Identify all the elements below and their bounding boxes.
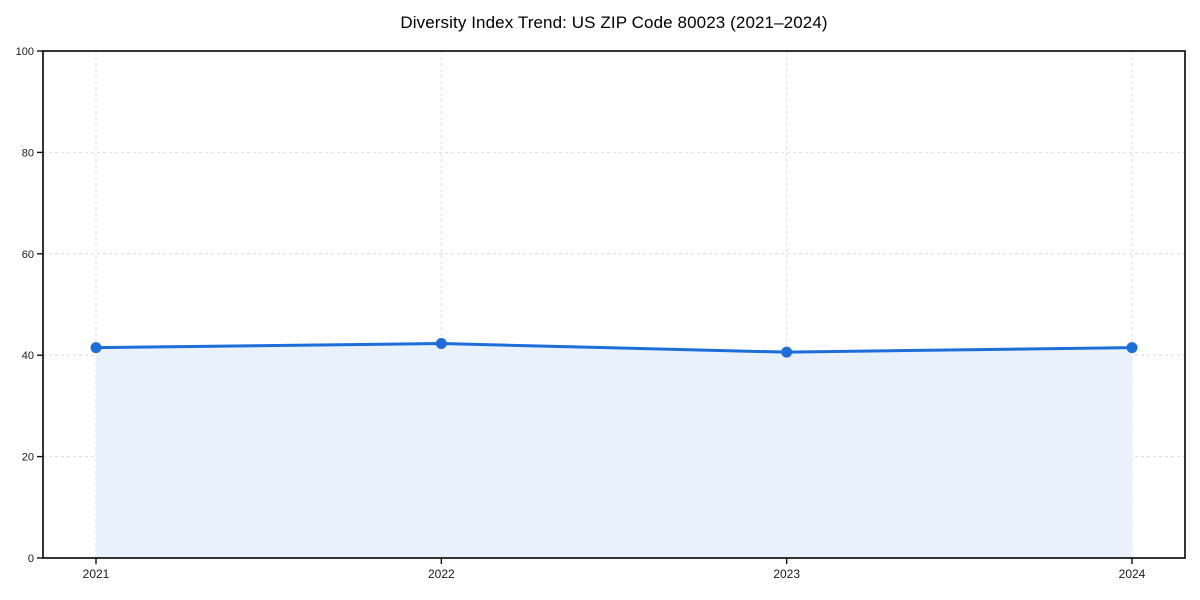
data-point-2023: [781, 346, 793, 358]
trend-line: [94, 342, 1134, 354]
y-tick-label: 80: [22, 147, 34, 159]
chart-title: Diversity Index Trend: US ZIP Code 80023…: [400, 13, 828, 32]
y-tick-label: 40: [22, 350, 34, 362]
data-point-2021: [90, 342, 102, 354]
x-tick-label: 2022: [428, 567, 455, 581]
area-fill: [96, 343, 1132, 558]
x-tick-label: 2024: [1119, 567, 1146, 581]
y-tick-label: 0: [28, 553, 34, 565]
x-tick-label: 2023: [773, 567, 800, 581]
y-tick-label: 20: [22, 452, 34, 464]
data-point-2024: [1126, 342, 1138, 354]
y-tick-label: 100: [16, 46, 34, 58]
x-tick-label: 2021: [83, 567, 110, 581]
y-tick-label: 60: [22, 249, 34, 261]
plot-border: [42, 50, 1186, 559]
data-point-2022: [435, 338, 447, 350]
